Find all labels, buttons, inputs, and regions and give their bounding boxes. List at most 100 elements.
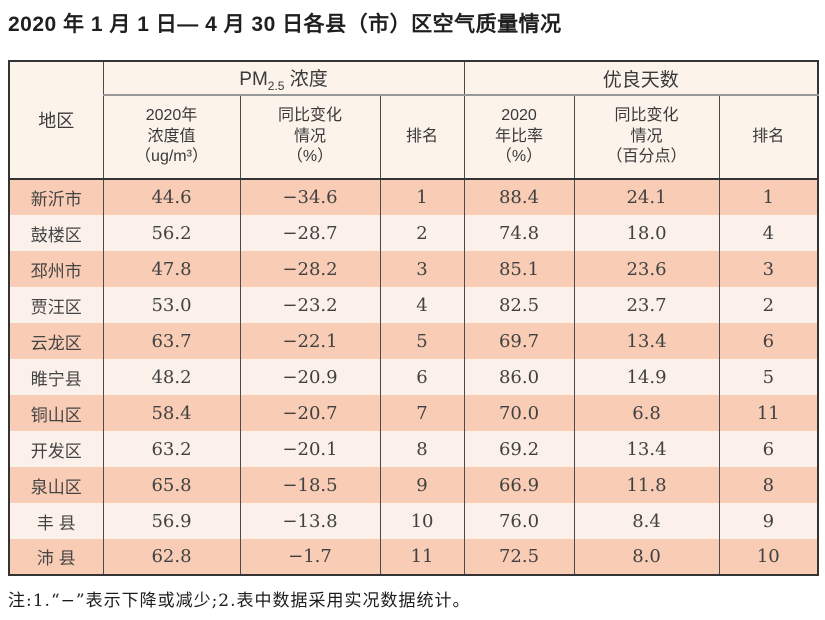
cell-region: 丰 县 — [8, 503, 104, 539]
cell-pm25-value: 44.6 — [102, 179, 241, 215]
cell-pm25-change: −20.9 — [239, 359, 381, 395]
table-row: 贾汪区 53.0 −23.2 4 82.5 23.7 2 — [8, 287, 819, 323]
cell-pm25-change: −23.2 — [239, 287, 381, 323]
page-title: 2020 年 1 月 1 日— 4 月 30 日各县（市）区空气质量情况 — [8, 13, 562, 36]
table-row: 新沂市 44.6 −34.6 1 88.4 24.1 1 — [8, 179, 819, 215]
header-good-change: 同比变化 情况 （百分点） — [573, 95, 720, 180]
cell-good-change: 11.8 — [573, 467, 720, 503]
header-pm25-rank: 排名 — [379, 95, 465, 180]
cell-pm25-rank: 5 — [379, 323, 465, 359]
cell-good-rate: 74.8 — [463, 215, 575, 251]
cell-region: 新沂市 — [8, 179, 104, 215]
cell-good-rate: 86.0 — [463, 359, 575, 395]
cell-good-rank: 6 — [718, 431, 819, 467]
cell-good-change: 13.4 — [573, 431, 720, 467]
cell-good-rank: 3 — [718, 251, 819, 287]
cell-pm25-change: −20.1 — [239, 431, 381, 467]
cell-good-rate: 66.9 — [463, 467, 575, 503]
cell-pm25-value: 62.8 — [102, 539, 241, 575]
cell-pm25-change: −13.8 — [239, 503, 381, 539]
cell-pm25-rank: 4 — [379, 287, 465, 323]
cell-good-change: 8.0 — [573, 539, 720, 575]
table-row: 睢宁县 48.2 −20.9 6 86.0 14.9 5 — [8, 359, 819, 395]
pm25-label: PM — [239, 68, 268, 90]
cell-good-rank: 6 — [718, 323, 819, 359]
pm25-subscript: 2.5 — [267, 78, 285, 93]
cell-pm25-change: −34.6 — [239, 179, 381, 215]
cell-good-rate: 69.2 — [463, 431, 575, 467]
table-row: 鼓楼区 56.2 −28.7 2 74.8 18.0 4 — [8, 215, 819, 251]
cell-pm25-change: −1.7 — [239, 539, 381, 575]
cell-good-rank: 4 — [718, 215, 819, 251]
cell-pm25-rank: 10 — [379, 503, 465, 539]
cell-good-rank: 5 — [718, 359, 819, 395]
cell-good-rank: 11 — [718, 395, 819, 431]
cell-good-change: 18.0 — [573, 215, 720, 251]
table-row: 丰 县 56.9 −13.8 10 76.0 8.4 9 — [8, 503, 819, 539]
cell-pm25-rank: 3 — [379, 251, 465, 287]
header-region: 地区 — [8, 61, 104, 180]
cell-region: 云龙区 — [8, 323, 104, 359]
cell-good-rank: 9 — [718, 503, 819, 539]
table-row: 泉山区 65.8 −18.5 9 66.9 11.8 8 — [8, 467, 819, 503]
pm25-suffix: 浓度 — [284, 68, 328, 90]
cell-pm25-rank: 2 — [379, 215, 465, 251]
cell-pm25-value: 53.0 — [102, 287, 241, 323]
cell-good-change: 23.7 — [573, 287, 720, 323]
cell-pm25-value: 63.7 — [102, 323, 241, 359]
cell-pm25-rank: 7 — [379, 395, 465, 431]
cell-good-change: 23.6 — [573, 251, 720, 287]
cell-good-rate: 82.5 — [463, 287, 575, 323]
cell-region: 邳州市 — [8, 251, 104, 287]
cell-pm25-change: −22.1 — [239, 323, 381, 359]
good-days-label: 优良天数 — [602, 69, 679, 91]
cell-pm25-rank: 9 — [379, 467, 465, 503]
cell-region: 开发区 — [8, 431, 104, 467]
cell-good-rate: 85.1 — [463, 251, 575, 287]
cell-pm25-value: 48.2 — [102, 359, 241, 395]
header-pm25-change: 同比变化 情况 （%） — [239, 95, 381, 180]
cell-pm25-rank: 6 — [379, 359, 465, 395]
cell-region: 贾汪区 — [8, 287, 104, 323]
footnote: 注:1.“−”表示下降或减少;2.表中数据采用实况数据统计。 — [8, 591, 471, 611]
table-row: 开发区 63.2 −20.1 8 69.2 13.4 6 — [8, 431, 819, 467]
cell-pm25-value: 56.9 — [102, 503, 241, 539]
cell-region: 铜山区 — [8, 395, 104, 431]
header-good-rate: 2020 年比率 （%） — [463, 95, 575, 180]
header-good-days-group: 优良天数 — [463, 61, 819, 96]
table-row: 邳州市 47.8 −28.2 3 85.1 23.6 3 — [8, 251, 819, 287]
cell-region: 睢宁县 — [8, 359, 104, 395]
table-row: 沛 县 62.8 −1.7 11 72.5 8.0 10 — [8, 539, 819, 575]
cell-good-rate: 69.7 — [463, 323, 575, 359]
cell-good-change: 24.1 — [573, 179, 720, 215]
cell-good-rate: 76.0 — [463, 503, 575, 539]
cell-pm25-change: −28.2 — [239, 251, 381, 287]
cell-good-change: 13.4 — [573, 323, 720, 359]
cell-pm25-value: 56.2 — [102, 215, 241, 251]
cell-region: 泉山区 — [8, 467, 104, 503]
cell-good-rank: 1 — [718, 179, 819, 215]
cell-pm25-rank: 8 — [379, 431, 465, 467]
cell-good-rate: 70.0 — [463, 395, 575, 431]
cell-pm25-change: −20.7 — [239, 395, 381, 431]
cell-pm25-value: 58.4 — [102, 395, 241, 431]
cell-pm25-rank: 1 — [379, 179, 465, 215]
cell-pm25-value: 47.8 — [102, 251, 241, 287]
cell-pm25-change: −18.5 — [239, 467, 381, 503]
cell-good-rank: 2 — [718, 287, 819, 323]
table-row: 云龙区 63.7 −22.1 5 69.7 13.4 6 — [8, 323, 819, 359]
cell-pm25-rank: 11 — [379, 539, 465, 575]
air-quality-table: 地区 PM2.5 浓度 优良天数 2020年 浓度值 （ug/m³） 同比变化 … — [8, 60, 820, 576]
header-good-rank: 排名 — [718, 95, 819, 180]
table-body: 新沂市 44.6 −34.6 1 88.4 24.1 1 鼓楼区 56.2 −2… — [8, 179, 819, 575]
table-header: 地区 PM2.5 浓度 优良天数 2020年 浓度值 （ug/m³） 同比变化 … — [8, 61, 819, 180]
cell-region: 鼓楼区 — [8, 215, 104, 251]
cell-good-change: 6.8 — [573, 395, 720, 431]
cell-good-change: 14.9 — [573, 359, 720, 395]
cell-region: 沛 县 — [8, 539, 104, 575]
cell-good-change: 8.4 — [573, 503, 720, 539]
header-pm25-group: PM2.5 浓度 — [102, 61, 465, 96]
cell-pm25-value: 65.8 — [102, 467, 241, 503]
cell-pm25-change: −28.7 — [239, 215, 381, 251]
